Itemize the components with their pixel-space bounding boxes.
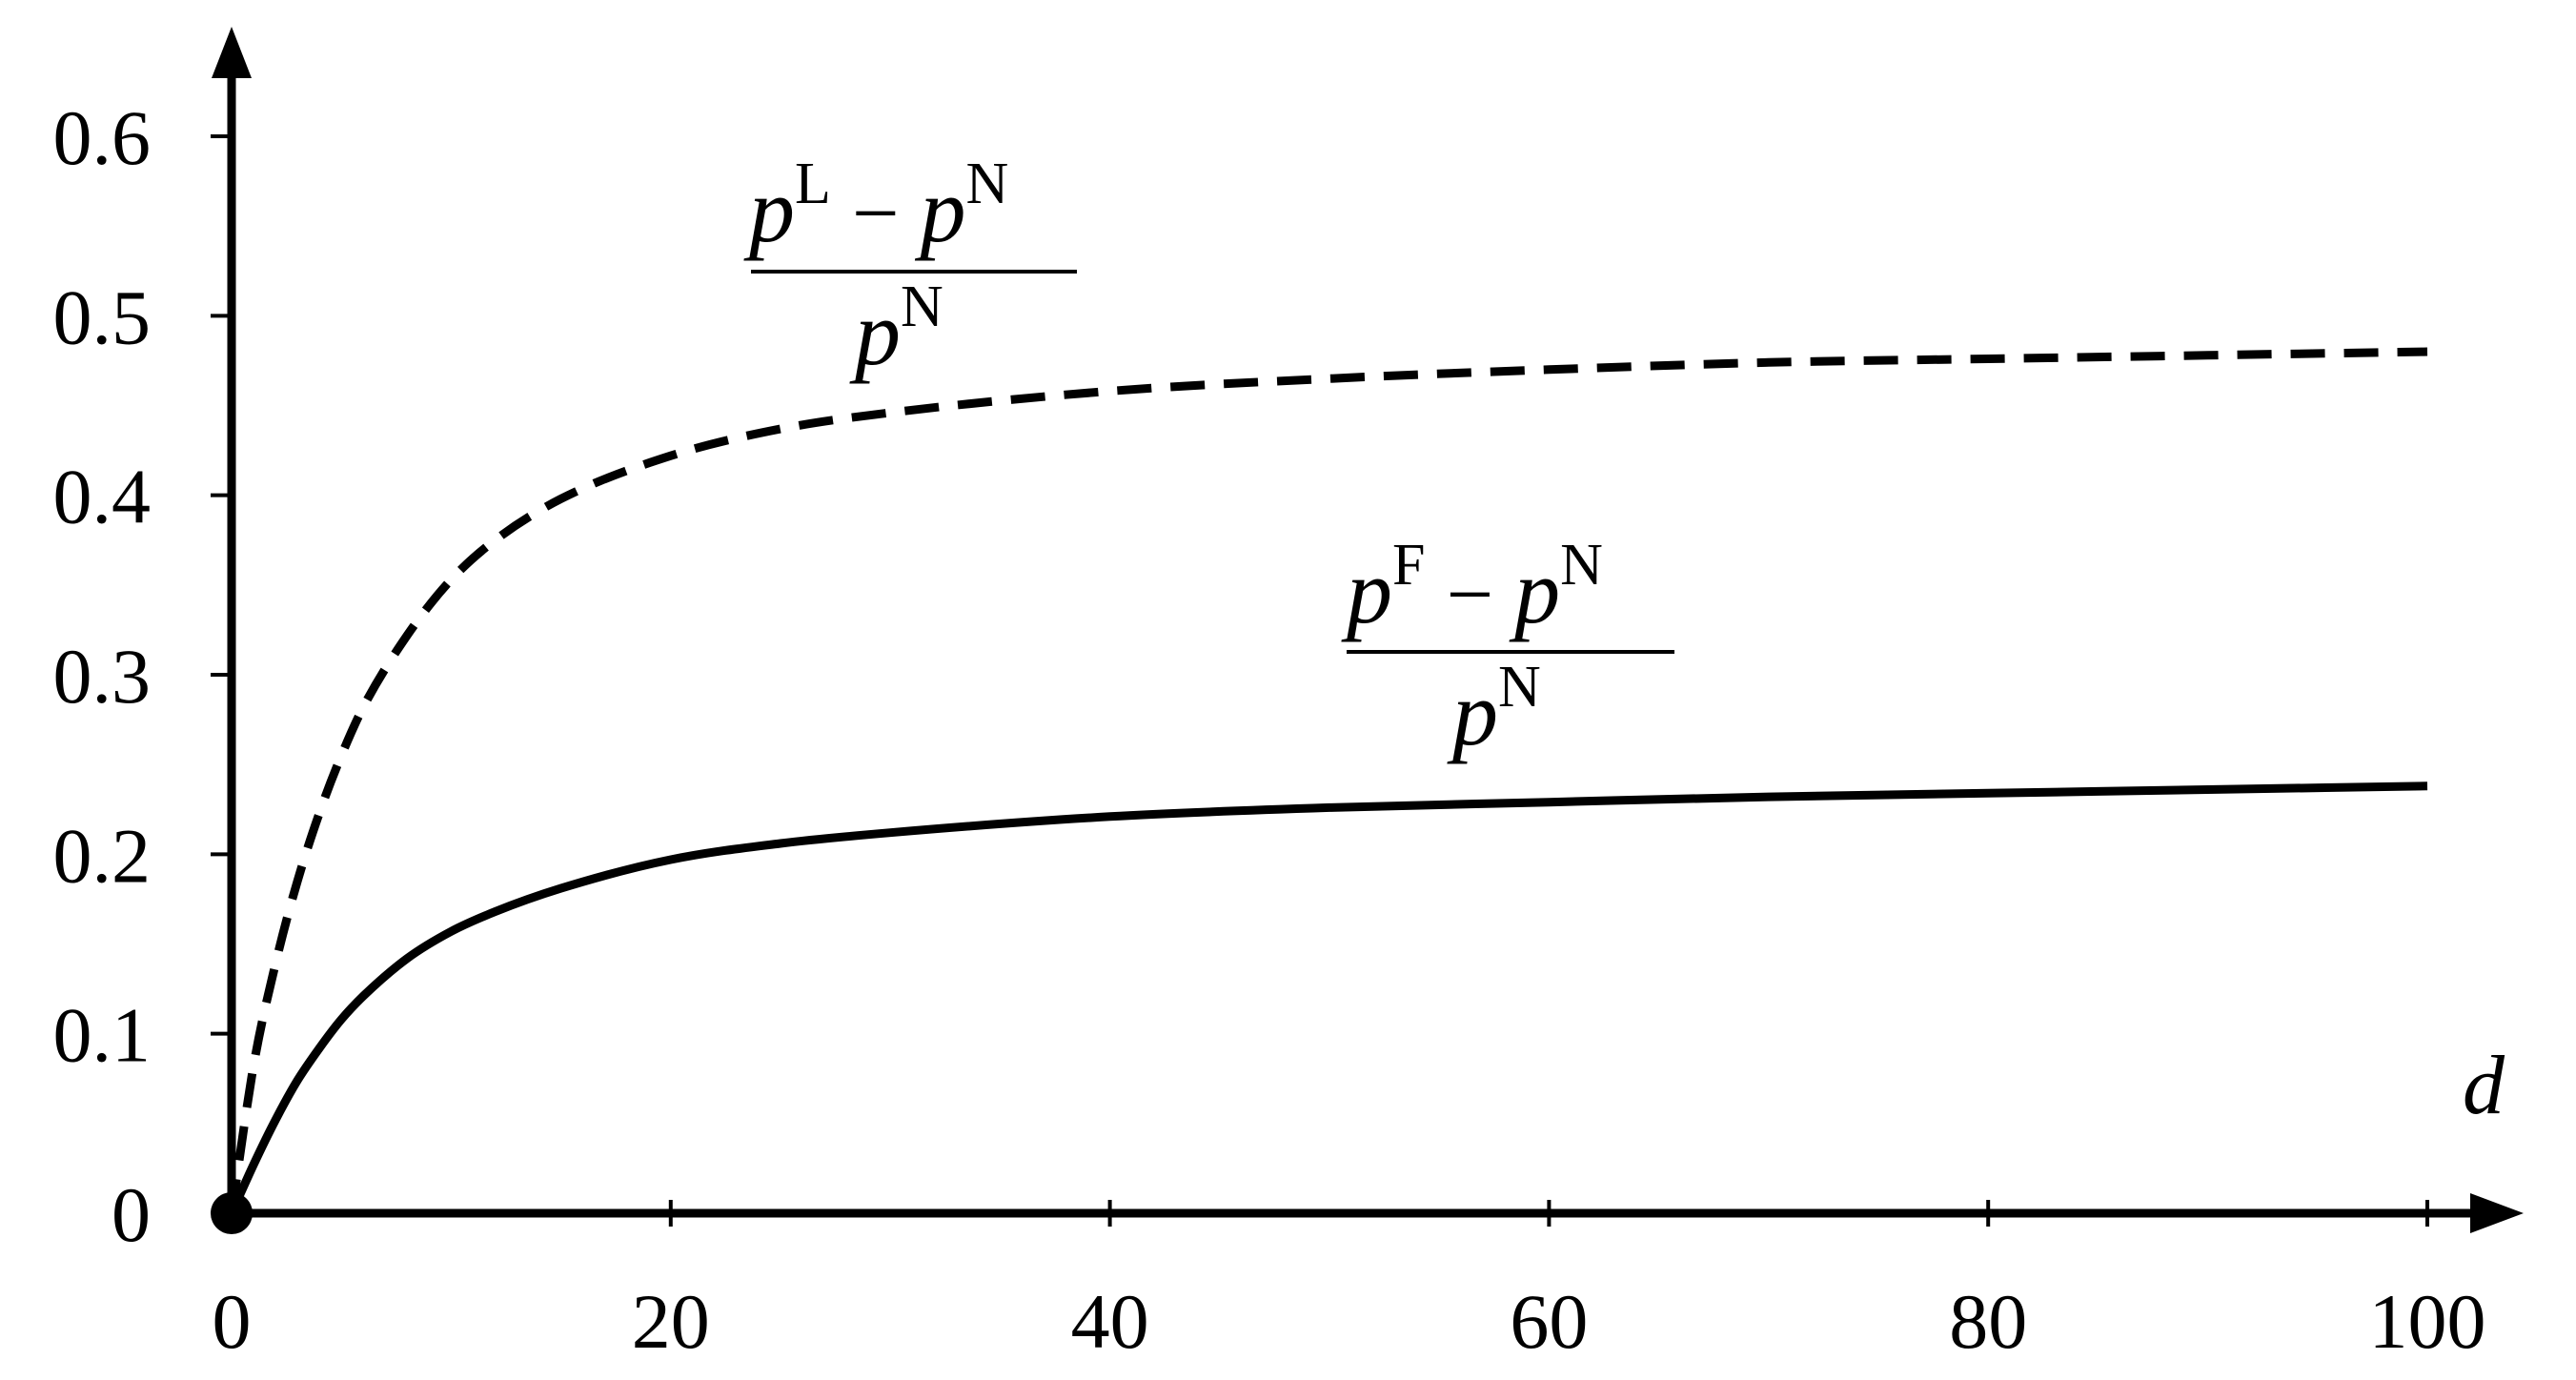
series-label-leader: pL − pN pN	[743, 152, 1077, 384]
leader-label-numerator: pL − pN	[743, 152, 1008, 261]
x-tick-label: 100	[2369, 1278, 2486, 1365]
ticks: 0 20 40 60 80 100 0 0.1 0.2 0.3 0.4 0.5 0.6	[53, 94, 2486, 1365]
y-tick-label: 0.2	[53, 812, 152, 899]
x-tick-label: 0	[213, 1278, 252, 1365]
series-line-leader	[227, 347, 2428, 1214]
y-axis-arrowhead	[212, 27, 252, 78]
x-axis-arrowhead	[2470, 1193, 2524, 1233]
follower-label-numerator: pF − pN	[1341, 533, 1603, 642]
follower-label-denominator: pN	[1447, 655, 1541, 764]
x-tick-label: 20	[632, 1278, 710, 1365]
y-tick-label: 0.3	[53, 633, 152, 720]
y-tick-label: 0	[112, 1171, 151, 1258]
y-tick-label: 0.1	[53, 992, 152, 1079]
leader-label-denominator: pN	[849, 274, 943, 384]
y-tick-label: 0.5	[53, 274, 152, 360]
y-tick-label: 0.6	[53, 94, 152, 181]
x-tick-label: 40	[1071, 1278, 1149, 1365]
x-tick-label: 80	[1949, 1278, 2027, 1365]
x-axis-label: d	[2463, 1040, 2505, 1132]
series-layer	[227, 347, 2428, 1215]
series-line-follower	[227, 781, 2428, 1215]
axes: d	[212, 27, 2524, 1233]
origin-marker	[211, 1192, 253, 1234]
series-label-follower: pF − pN pN	[1341, 533, 1674, 764]
x-tick-label: 60	[1510, 1278, 1588, 1365]
y-tick-label: 0.4	[53, 454, 152, 540]
